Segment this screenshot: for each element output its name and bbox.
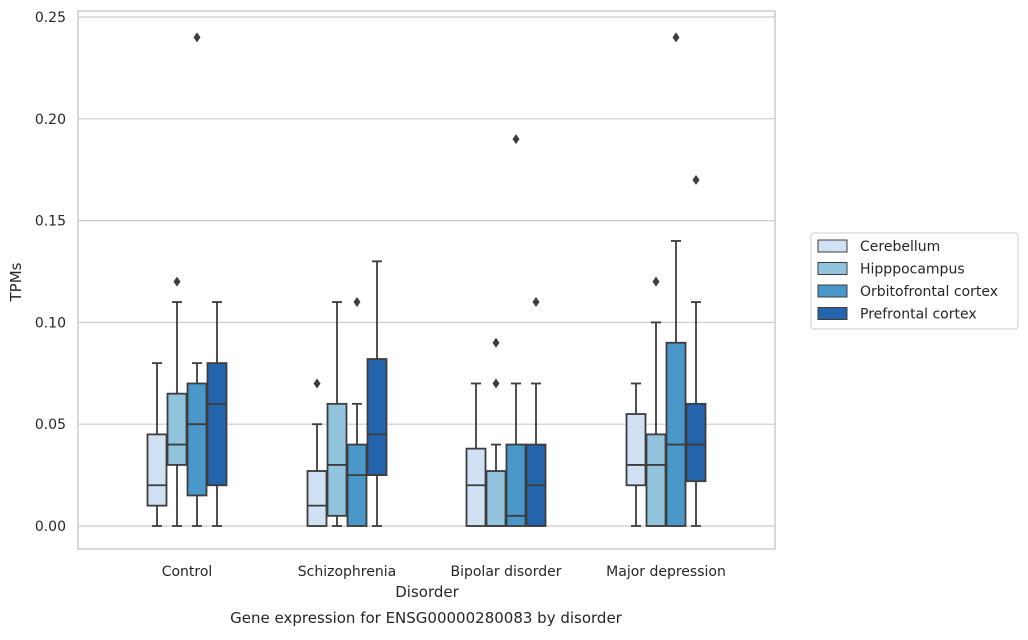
legend-label: Orbitofrontal cortex xyxy=(860,284,998,300)
box-layer xyxy=(146,32,707,527)
box-iqr xyxy=(346,443,368,527)
outlier-point xyxy=(512,134,520,145)
box-group xyxy=(346,297,368,527)
series-hipppocampus xyxy=(166,276,667,527)
box-group xyxy=(166,276,188,527)
box-group xyxy=(665,32,687,527)
y-axis-label: TPMs xyxy=(7,262,25,302)
box-group xyxy=(366,260,388,527)
outlier-point xyxy=(313,378,321,389)
box-iqr xyxy=(665,341,687,527)
box-group xyxy=(525,297,547,527)
series-prefrontal-cortex xyxy=(206,174,707,527)
x-tick-label: Schizophrenia xyxy=(298,564,396,580)
legend-label: Prefrontal cortex xyxy=(860,307,977,323)
y-tick-label: 0.10 xyxy=(35,315,66,331)
box-iqr xyxy=(166,392,188,466)
box-iqr xyxy=(326,402,348,517)
legend-swatch xyxy=(817,239,848,253)
outlier-point xyxy=(672,32,680,43)
series-cerebellum xyxy=(146,362,647,527)
box-group xyxy=(306,378,328,527)
box-iqr xyxy=(366,358,388,477)
box-group xyxy=(186,32,208,527)
legend-frame xyxy=(810,232,1019,330)
y-tick-label: 0.20 xyxy=(35,112,66,128)
legend-item: Orbitofrontal cortex xyxy=(817,284,998,300)
box-iqr xyxy=(186,382,208,497)
box-iqr xyxy=(685,402,707,483)
x-tick-label: Major depression xyxy=(606,564,726,580)
box-group xyxy=(465,382,487,527)
legend-items: Cerebellum Hipppocampus Orbitofrontal cort… xyxy=(817,239,998,323)
outlier-point xyxy=(353,297,361,308)
x-tick-label: Control xyxy=(162,564,213,580)
legend-label: Cerebellum xyxy=(860,239,940,255)
outlier-point xyxy=(492,378,500,389)
box-iqr xyxy=(625,413,647,487)
box-group xyxy=(485,337,507,527)
box-iqr xyxy=(146,433,168,507)
box-group xyxy=(625,382,647,527)
x-tick-label: Bipolar disorder xyxy=(450,564,561,580)
box-group xyxy=(326,301,348,527)
box-group xyxy=(146,362,168,527)
outlier-point xyxy=(173,276,181,287)
box-iqr xyxy=(485,470,507,527)
legend-swatch xyxy=(817,284,848,298)
box-iqr xyxy=(206,362,228,487)
box-group xyxy=(685,174,707,527)
y-tick-label: 0.05 xyxy=(35,417,66,433)
series-orbitofrontal-cortex xyxy=(186,32,687,527)
outlier-point xyxy=(692,174,700,185)
box-group xyxy=(206,301,228,527)
box-iqr xyxy=(465,447,487,527)
x-axis-ticks: Control Schizophrenia Bipolar disorder Majo… xyxy=(162,564,726,580)
outlier-point xyxy=(492,337,500,348)
y-tick-label: 0.15 xyxy=(35,214,66,230)
box-iqr xyxy=(505,443,527,527)
y-tick-label: 0.00 xyxy=(35,519,66,535)
box-iqr xyxy=(645,433,667,527)
outlier-point xyxy=(532,297,540,308)
chart-caption: Gene expression for ENSG00000280083 by d… xyxy=(230,609,623,627)
legend-item: Prefrontal cortex xyxy=(817,307,977,323)
legend-swatch xyxy=(817,307,848,320)
box-group xyxy=(645,276,667,527)
box-iqr xyxy=(306,470,328,527)
legend-item: Cerebellum xyxy=(817,239,940,255)
plot-area-frame xyxy=(77,10,776,550)
legend: Cerebellum Hipppocampus Orbitofrontal cort… xyxy=(810,232,1019,330)
legend-label: Hipppocampus xyxy=(860,262,965,278)
y-tick-label: 0.25 xyxy=(35,10,66,26)
y-axis-ticks: 0.00 0.05 0.10 0.15 0.20 0.25 xyxy=(35,10,66,535)
legend-item: Hipppocampus xyxy=(817,262,965,278)
legend-swatch xyxy=(817,262,848,275)
outlier-point xyxy=(652,276,660,287)
x-axis-label: Disorder xyxy=(395,583,459,601)
box-group xyxy=(505,134,527,527)
outlier-point xyxy=(193,32,201,43)
